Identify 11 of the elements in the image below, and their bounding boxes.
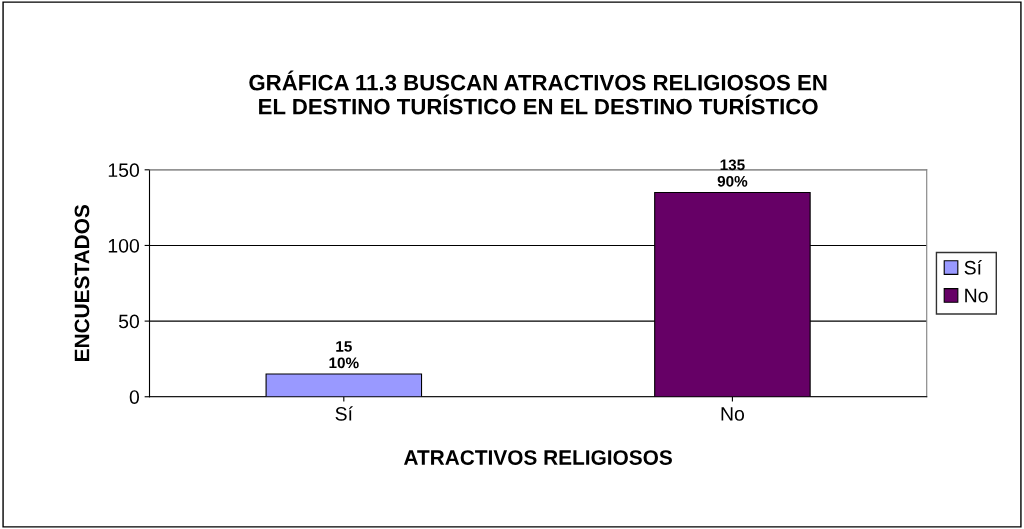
- y-tick-label: 150: [108, 163, 140, 178]
- data-label: 135 90%: [717, 159, 748, 187]
- y-axis-title: ENCUESTADOS: [74, 204, 90, 361]
- chart-title: GRÁFICA 11.3 BUSCAN ATRACTIVOS RELIGIOSOS EN EL DESTINO TURÍSTICO EN EL DESTINO TURÍSTICO: [249, 70, 827, 115]
- y-tick-label: 100: [108, 238, 140, 253]
- y-tick-label: 0: [129, 390, 140, 404]
- x-axis-title: ATRACTIVOS RELIGIOSOS: [403, 450, 672, 465]
- legend-label: Sí: [964, 260, 982, 275]
- legend-label: No: [965, 288, 988, 303]
- data-label: 15 10%: [329, 341, 359, 369]
- y-tick-label: 50: [118, 314, 140, 329]
